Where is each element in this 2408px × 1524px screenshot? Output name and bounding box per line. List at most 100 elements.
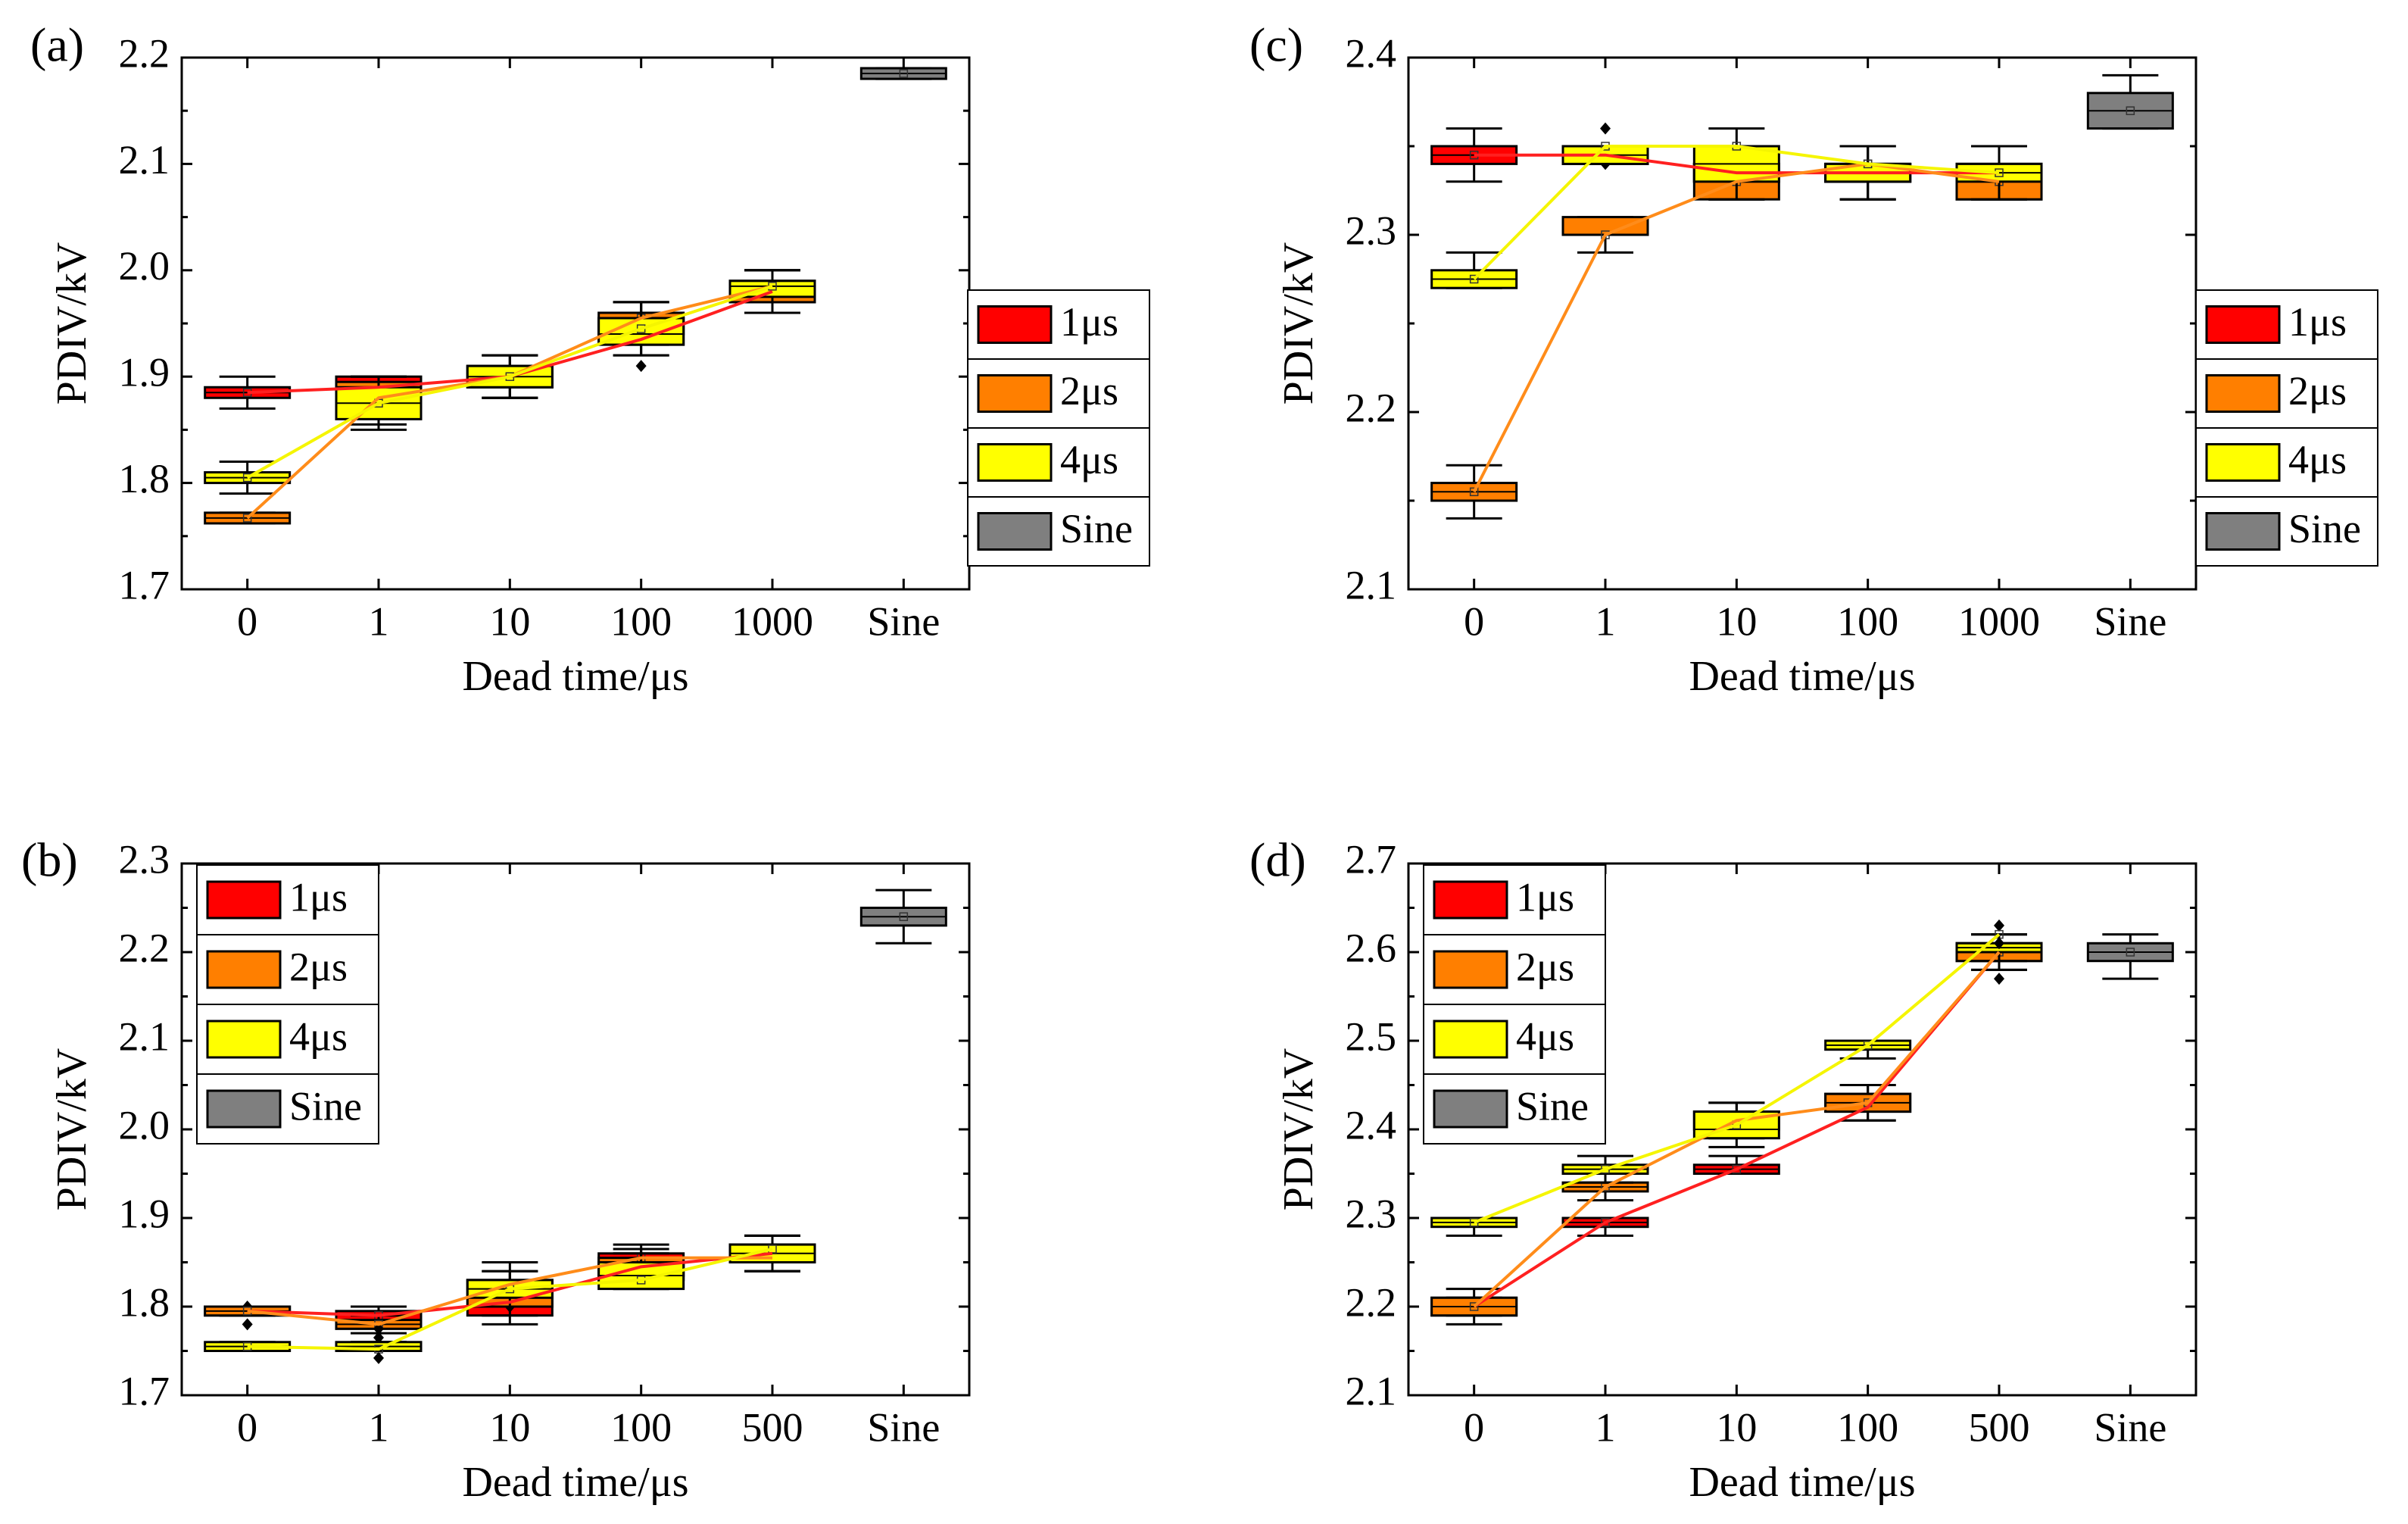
y-tick-label: 2.4 <box>1346 1102 1397 1148</box>
legend-swatch <box>977 374 1053 413</box>
legend-swatch <box>977 512 1053 551</box>
y-axis-label: PDIV/kV <box>1275 1048 1322 1211</box>
legend-label: 2μs <box>1060 368 1118 414</box>
legend-swatch <box>977 443 1053 482</box>
outlier-point <box>373 1351 384 1364</box>
box-4us <box>1430 251 1518 289</box>
y-tick-label: 2.0 <box>119 1102 170 1148</box>
legend-label: 4μs <box>289 1013 348 1059</box>
legend-cell <box>2195 496 2378 567</box>
mean-marker <box>2126 106 2135 115</box>
panel-label: (c) <box>1249 18 1303 72</box>
y-tick-label: 2.1 <box>119 137 170 183</box>
y-tick-label: 1.7 <box>119 1368 170 1413</box>
legend-label: 1μs <box>2288 299 2347 345</box>
box-2us <box>1561 216 1649 254</box>
y-tick-label: 2.5 <box>1346 1013 1397 1059</box>
box-4us <box>335 375 423 431</box>
x-tick-label: 10 <box>1716 1404 1757 1450</box>
mean-marker <box>242 514 252 523</box>
legend-label: Sine <box>2288 506 2361 551</box>
mean-marker <box>1469 1302 1479 1311</box>
mean-line-4us <box>1473 933 2001 1224</box>
legend-swatch <box>206 1020 282 1059</box>
mean-line-1us <box>1474 153 1999 175</box>
mean-marker <box>899 69 909 78</box>
legend: 1μs 2μs 4μs Sine <box>196 864 379 1145</box>
y-tick-label: 1.8 <box>119 456 170 501</box>
x-tick-label: 10 <box>489 598 530 644</box>
outlier-point <box>1600 122 1611 135</box>
y-axis-label: PDIV/kV <box>48 242 95 405</box>
panel-label: (b) <box>21 833 78 887</box>
mean-line-1us <box>247 1251 773 1317</box>
legend-swatch <box>206 880 282 920</box>
panel-label: (d) <box>1249 833 1306 887</box>
legend-swatch <box>206 950 282 989</box>
y-tick-label: 2.4 <box>1346 30 1397 76</box>
legend-label: 2μs <box>2288 368 2347 414</box>
x-tick-label: 1000 <box>731 598 813 644</box>
box-4us <box>335 1341 423 1364</box>
plot-frame <box>180 56 971 591</box>
x-tick-label: 1 <box>369 1404 389 1450</box>
outlier-point <box>242 1318 253 1331</box>
legend-swatch <box>1433 1020 1508 1059</box>
box-body <box>1561 216 1649 236</box>
legend: 1μs 2μs 4μs Sine <box>2195 289 2378 567</box>
x-tick-label: 1000 <box>1958 598 2040 644</box>
y-tick-label: 2.3 <box>1346 208 1397 253</box>
x-tick-label: 500 <box>1969 1404 2030 1450</box>
panel-b: (b) 1.7 1.8 1.9 2.0 2.1 2.2 2.3 0 1 10 100 500 Sine De… <box>21 833 971 1506</box>
y-tick-label: 2.2 <box>1346 1279 1397 1325</box>
outlier-point <box>1994 973 2004 985</box>
x-tick-label: 100 <box>1837 598 1898 644</box>
legend: 1μs 2μs 4μs Sine <box>967 289 1150 567</box>
legend-label: Sine <box>1060 506 1133 551</box>
panel-label: (a) <box>30 18 84 72</box>
legend-label: 1μs <box>289 874 348 920</box>
y-tick-label: 2.1 <box>1346 562 1397 607</box>
x-axis-label: Dead time/μs <box>1689 653 1915 700</box>
y-axis-label: PDIV/kV <box>48 1048 95 1211</box>
y-axis-label: PDIV/kV <box>1275 242 1322 405</box>
outlier-point <box>1994 919 2004 932</box>
mean-line-4us <box>246 284 773 479</box>
legend-swatch <box>1433 880 1508 920</box>
x-tick-label: 1 <box>1595 1404 1616 1450</box>
outlier-point <box>373 1323 384 1335</box>
x-tick-label: 0 <box>237 598 257 644</box>
box-Sine <box>859 67 947 80</box>
mean-line-4us <box>1473 145 2000 280</box>
y-tick-label: 2.1 <box>1346 1368 1397 1413</box>
legend-swatch <box>1433 1089 1508 1129</box>
mean-line-2us <box>1473 951 2001 1308</box>
legend-label: 4μs <box>1516 1013 1574 1059</box>
mean-line-2us <box>1472 162 2000 493</box>
mean-line-4us <box>247 1248 773 1351</box>
legend-swatch <box>2205 374 2281 413</box>
x-tick-label: 1 <box>1595 598 1616 644</box>
y-tick-label: 2.2 <box>119 30 170 76</box>
legend-label: 1μs <box>1060 299 1118 345</box>
mean-marker <box>1469 274 1479 284</box>
y-tick-label: 2.3 <box>119 836 170 882</box>
mean-marker <box>899 912 909 921</box>
y-tick-label: 2.6 <box>1346 925 1397 970</box>
x-axis-label: Dead time/μs <box>1689 1459 1915 1506</box>
y-tick-label: 2.2 <box>119 925 170 970</box>
x-tick-label: 0 <box>1464 1404 1484 1450</box>
outlier-point <box>635 360 647 373</box>
y-tick-label: 1.9 <box>119 350 170 395</box>
x-tick-label: Sine <box>2094 1404 2166 1450</box>
legend-label: 4μs <box>2288 437 2347 482</box>
legend-swatch <box>2205 512 2281 551</box>
mean-marker <box>1469 487 1479 497</box>
x-tick-label: Sine <box>867 598 940 644</box>
x-tick-label: 10 <box>1716 598 1757 644</box>
legend-label: 4μs <box>1060 437 1118 482</box>
legend-label: Sine <box>1516 1083 1589 1129</box>
box-4us <box>1430 1216 1518 1237</box>
x-tick-label: 0 <box>1464 598 1484 644</box>
legend-swatch <box>2205 305 2281 344</box>
